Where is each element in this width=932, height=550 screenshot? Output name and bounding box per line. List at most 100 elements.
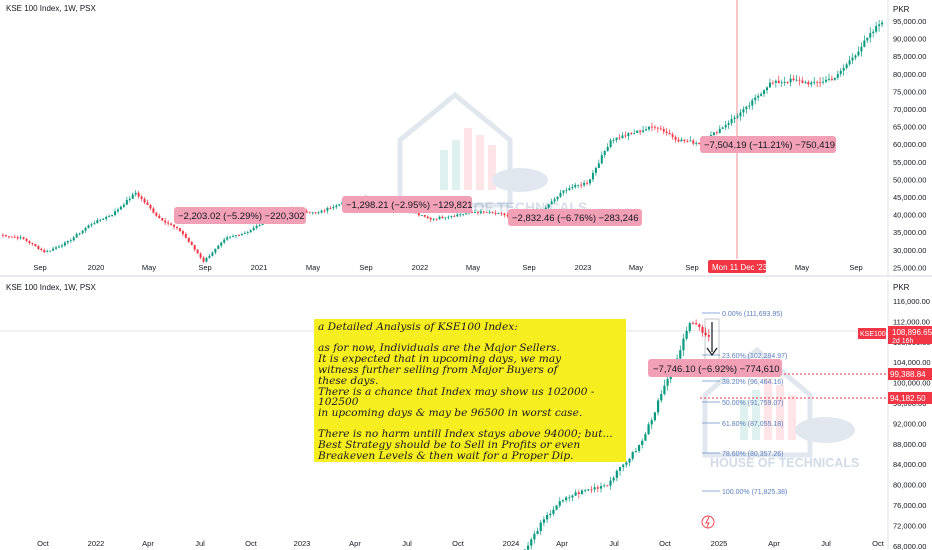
candle-body [653, 412, 657, 421]
candle-body [559, 192, 562, 197]
candle-body [631, 451, 634, 459]
candle-body [568, 497, 571, 499]
candle-body [19, 237, 22, 239]
top-y-tick: 45,000.00 [893, 193, 926, 202]
candle-body [143, 198, 146, 203]
measure-tool-2[interactable]: −1,298.21 (−2.95%) −129,821 [342, 196, 473, 213]
candle-body [833, 77, 836, 80]
fib-label: 38.20% (96,464.16) [722, 379, 784, 386]
measure-tool-4[interactable]: −7,504.19 (−11.21%) −750,419 [700, 136, 836, 153]
candle-body [111, 214, 114, 216]
candle-body [232, 235, 235, 237]
top-x-tick: Sep [359, 263, 372, 272]
candle-body [37, 246, 40, 249]
candle-body [695, 323, 698, 325]
candle-body [704, 332, 707, 335]
candle-body [252, 227, 255, 231]
candle-body [72, 237, 75, 241]
candle-body [549, 513, 552, 516]
candle-body [766, 87, 768, 91]
bottom-x-tick: Oct [37, 539, 50, 548]
candle-body [691, 323, 695, 324]
top-x-tick: 2022 [412, 263, 429, 272]
candle-body [565, 497, 568, 501]
top-y-tick: 50,000.00 [893, 175, 926, 184]
candle-body [494, 213, 497, 214]
candle-body [553, 199, 556, 202]
candle-body [335, 205, 338, 208]
candle-body [52, 248, 55, 251]
candle-body [845, 64, 848, 69]
candle-body [679, 350, 682, 359]
lightning-icon[interactable] [701, 515, 715, 529]
candle-body [721, 127, 724, 129]
candle-body [637, 445, 641, 452]
measure-tool-1[interactable]: −2,203.02 (−5.29%) −220,302 [174, 207, 306, 224]
bottom-y-tick: 84,000.00 [893, 460, 926, 469]
bottom-chart[interactable]: HOUSE OF TECHNICALS 0.00% (111,693.95) 23… [0, 280, 932, 550]
candle-body [137, 192, 140, 197]
bottom-x-tick: Oct [245, 539, 258, 548]
candle-body [40, 248, 43, 250]
candle-body [774, 80, 777, 83]
candle-body [839, 70, 842, 75]
candle-body [453, 216, 456, 217]
analysis-note[interactable]: a Detailed Analysis of KSE100 Index: as … [314, 319, 626, 462]
candle-body [574, 184, 577, 188]
candle-body [689, 140, 692, 142]
fib-label: 100.00% (71,825.38) [722, 489, 787, 496]
candle-body [618, 137, 621, 139]
candle-body [663, 385, 666, 395]
candle-body [49, 250, 52, 252]
candle-body [562, 190, 565, 193]
svg-text:KSE100: KSE100 [860, 331, 886, 338]
candle-body [536, 531, 539, 534]
top-chart-title: KSE 100 Index, 1W, PSX [6, 4, 96, 13]
note-line-2: It is expected that in upcoming days, we… [318, 352, 562, 387]
candle-body [16, 237, 19, 239]
measure-tool-3[interactable]: −2,832.46 (−6.76%) −283,246 [508, 209, 642, 226]
candle-body [58, 246, 60, 248]
bottom-x-tick: 2025 [711, 539, 728, 548]
candle-body [161, 218, 164, 221]
candle-body [482, 211, 485, 213]
candle-body [565, 190, 568, 191]
candle-body [668, 132, 671, 135]
candle-body [869, 33, 872, 38]
candle-body [426, 216, 429, 218]
candle-body [739, 112, 742, 117]
top-chart[interactable]: HOUSE OF TECHNICALS 95,000.0090,000.0085… [0, 0, 932, 277]
candle-body [792, 78, 795, 81]
candle-body [660, 394, 663, 401]
candle-body [692, 140, 695, 144]
candle-body [208, 255, 211, 258]
candle-body [46, 251, 49, 253]
candle-body [584, 490, 587, 492]
top-x-axis[interactable]: Sep 2020 May Sep 2021 May Sep 2022 May Sep 2023 May… [33, 263, 862, 272]
candle-body [108, 215, 111, 217]
bottom-x-tick: Jul [195, 539, 205, 548]
candle-body [618, 467, 622, 471]
top-y-tick: 40,000.00 [893, 211, 926, 220]
candle-body [627, 133, 630, 137]
candle-body [7, 236, 10, 238]
fibonacci-retracement[interactable]: 0.00% (111,693.95) 23.60% (102,284.97) 38.… [702, 311, 787, 496]
candle-body [488, 212, 491, 214]
measure-tool-bottom[interactable]: −7,746.10 (−6.92%) −774,610 [648, 318, 782, 377]
candle-body [205, 257, 208, 262]
candle-body [707, 334, 710, 337]
candle-body [164, 220, 167, 223]
candle-body [857, 51, 860, 56]
top-y-axis[interactable]: 95,000.00 90,000.00 85,000.00 80,000.00 75,0… [893, 17, 926, 272]
candle-body [612, 140, 615, 141]
top-y-tick: 75,000.00 [893, 87, 926, 96]
candle-body [326, 207, 329, 211]
bottom-x-axis[interactable]: Oct 2022 Apr Jul Oct 2023 Apr Jul Oct 2024 Apr Jul O… [37, 539, 885, 548]
candle-body [90, 224, 93, 226]
bottom-x-tick: Jul [609, 539, 619, 548]
candle-body [423, 215, 426, 217]
candle-body [742, 109, 745, 113]
candle-body [615, 470, 618, 478]
bottom-x-tick: 2022 [88, 539, 105, 548]
